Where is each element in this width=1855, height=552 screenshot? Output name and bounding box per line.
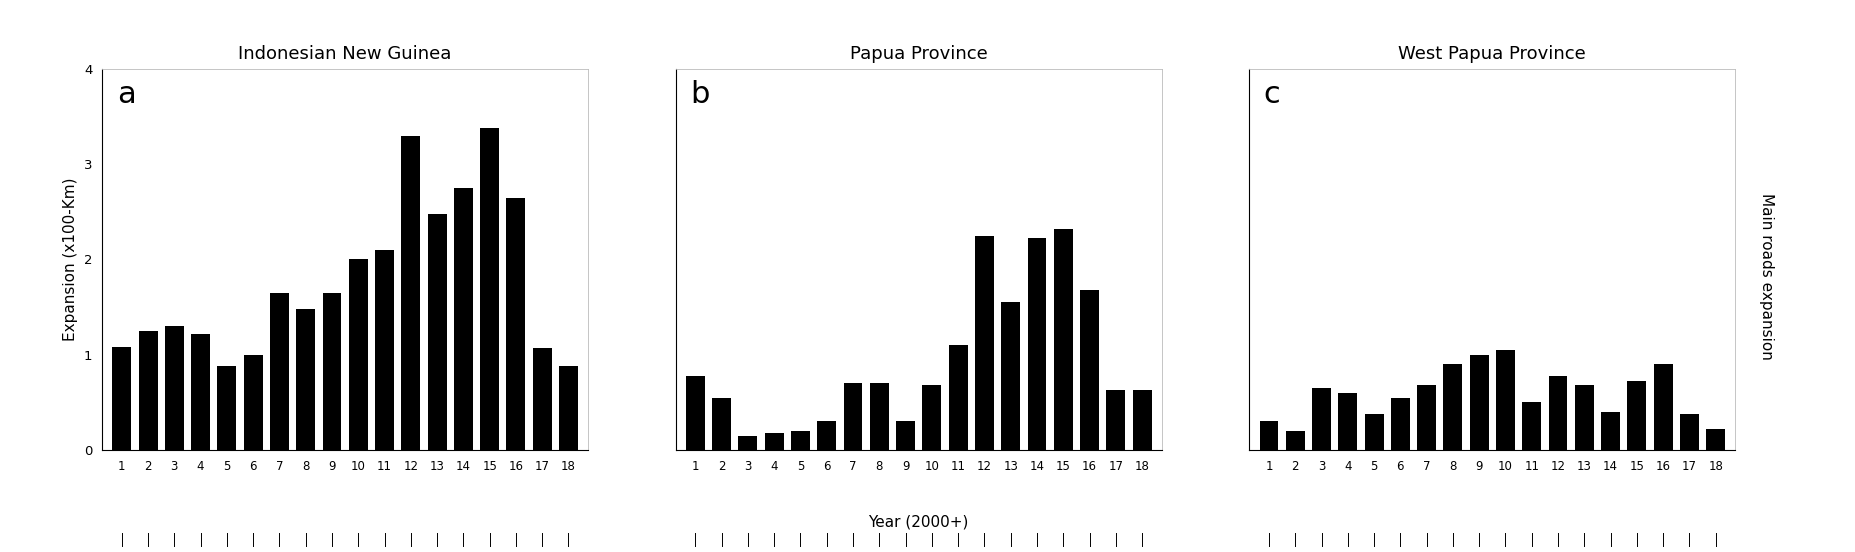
Title: Indonesian New Guinea: Indonesian New Guinea	[237, 45, 451, 63]
Bar	[1389, 397, 1410, 450]
Bar	[217, 366, 236, 450]
Bar	[1601, 412, 1619, 450]
Bar	[816, 421, 837, 450]
Bar	[1000, 302, 1020, 450]
Bar	[1363, 413, 1382, 450]
Bar	[1260, 421, 1278, 450]
Title: West Papua Province: West Papua Province	[1397, 45, 1586, 63]
Bar	[139, 331, 158, 450]
Bar	[297, 309, 315, 450]
Text: Year (2000+): Year (2000+)	[868, 514, 968, 529]
Bar	[1311, 388, 1330, 450]
Bar	[480, 128, 499, 450]
Bar	[113, 347, 132, 450]
Bar	[349, 259, 367, 450]
Bar	[896, 421, 915, 450]
Text: b: b	[690, 81, 709, 109]
Bar	[738, 436, 757, 450]
Bar	[1106, 390, 1124, 450]
Bar	[427, 214, 447, 450]
Bar	[532, 348, 551, 450]
Y-axis label: Expansion (x100-Km): Expansion (x100-Km)	[63, 178, 78, 341]
Bar	[1080, 290, 1098, 450]
Bar	[1627, 381, 1645, 450]
Bar	[1286, 431, 1304, 450]
Bar	[165, 326, 184, 450]
Bar	[1547, 375, 1567, 450]
Bar	[1705, 429, 1723, 450]
Bar	[506, 198, 525, 450]
Bar	[558, 366, 577, 450]
Bar	[1054, 229, 1072, 450]
Bar	[1337, 392, 1356, 450]
Bar	[191, 334, 210, 450]
Bar	[844, 383, 863, 450]
Bar	[1495, 350, 1514, 450]
Bar	[375, 250, 393, 450]
Bar	[1679, 413, 1697, 450]
Bar	[269, 293, 289, 450]
Bar	[1653, 364, 1671, 450]
Bar	[974, 236, 992, 450]
Bar	[686, 375, 705, 450]
Bar	[1417, 385, 1436, 450]
Bar	[1132, 390, 1150, 450]
Bar	[922, 385, 940, 450]
Bar	[454, 188, 473, 450]
Bar	[243, 354, 262, 450]
Bar	[790, 431, 809, 450]
Text: c: c	[1263, 81, 1280, 109]
Bar	[323, 293, 341, 450]
Bar	[401, 136, 419, 450]
Bar	[1575, 385, 1593, 450]
Text: Main roads expansion: Main roads expansion	[1759, 193, 1773, 359]
Text: a: a	[117, 81, 135, 109]
Title: Papua Province: Papua Province	[850, 45, 987, 63]
Bar	[712, 397, 731, 450]
Bar	[1028, 238, 1046, 450]
Bar	[1443, 364, 1462, 450]
Bar	[1469, 354, 1488, 450]
Bar	[764, 433, 783, 450]
Bar	[948, 345, 966, 450]
Bar	[870, 383, 889, 450]
Bar	[1521, 402, 1540, 450]
